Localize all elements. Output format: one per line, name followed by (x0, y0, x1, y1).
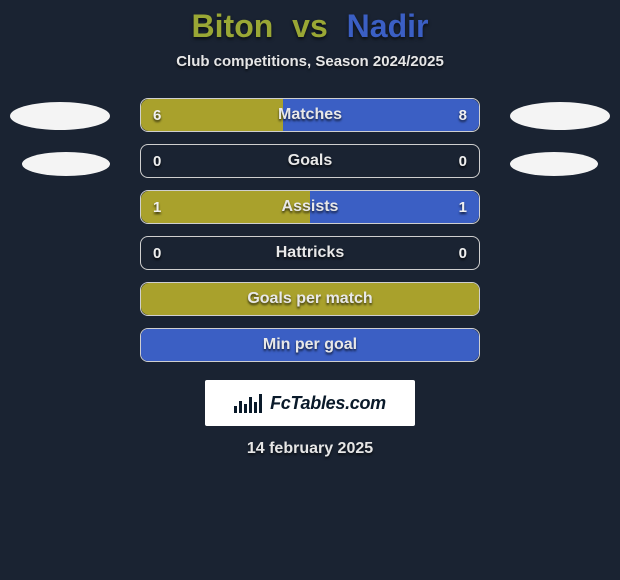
decoration-ellipse (10, 102, 110, 130)
stat-row: 00Hattricks (140, 236, 480, 270)
brand-text: FcTables.com (234, 393, 386, 414)
stat-row: 00Goals (140, 144, 480, 178)
brand-rest: Tables.com (291, 393, 386, 413)
stat-row: 68Matches (140, 98, 480, 132)
player1-name: Biton (192, 8, 274, 44)
stat-label: Goals per match (141, 283, 479, 315)
brand-logo: FcTables.com (205, 380, 415, 426)
stat-label: Goals (141, 145, 479, 177)
vs-text: vs (292, 8, 328, 44)
root: Biton vs Nadir Club competitions, Season… (0, 0, 620, 580)
player2-name: Nadir (347, 8, 429, 44)
date-text: 14 february 2025 (247, 440, 373, 458)
stat-row: Min per goal (140, 328, 480, 362)
decoration-ellipse (510, 152, 598, 176)
decoration-ellipse (510, 102, 610, 130)
stat-row: 11Assists (140, 190, 480, 224)
subtitle: Club competitions, Season 2024/2025 (176, 53, 444, 70)
stat-label: Assists (141, 191, 479, 223)
stat-label: Matches (141, 99, 479, 131)
stat-label: Hattricks (141, 237, 479, 269)
stats-block: 68Matches 00Goals 11Assists 00Hattricks Goal… (0, 98, 620, 374)
title: Biton vs Nadir (192, 8, 429, 45)
bars-icon (234, 393, 264, 413)
decoration-ellipse (22, 152, 110, 176)
stat-label: Min per goal (141, 329, 479, 361)
stat-row: Goals per match (140, 282, 480, 316)
brand-prefix: Fc (270, 393, 290, 413)
